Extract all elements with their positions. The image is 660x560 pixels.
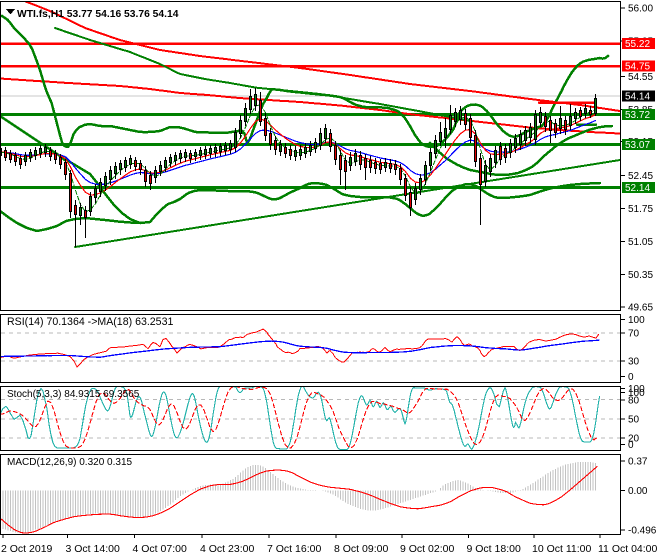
svg-text:53.07: 53.07 [625,140,650,151]
svg-text:50: 50 [628,415,640,426]
svg-text:9 Oct 02:00: 9 Oct 02:00 [400,543,454,555]
svg-text:30: 30 [628,357,640,368]
svg-text:2 Oct 2019: 2 Oct 2019 [1,543,53,555]
svg-text:4 Oct 23:00: 4 Oct 23:00 [200,543,254,555]
svg-text:0: 0 [628,440,634,451]
svg-text:8 Oct 09:00: 8 Oct 09:00 [334,543,388,555]
svg-text:52.45: 52.45 [628,171,653,182]
svg-text:50.35: 50.35 [628,270,653,281]
svg-text:WTI.fs,H1 53.77 54.16 53.76 5: WTI.fs,H1 53.77 54.16 53.76 54.14 [17,9,179,20]
svg-text:51.75: 51.75 [628,204,653,215]
svg-text:100: 100 [628,388,645,399]
svg-text:4 Oct 07:00: 4 Oct 07:00 [133,543,187,555]
svg-text:20: 20 [628,434,640,445]
svg-text:3 Oct 14:00: 3 Oct 14:00 [66,543,120,555]
svg-text:53.72: 53.72 [625,110,650,121]
svg-text:0: 0 [628,372,634,383]
svg-text:11 Oct 04:00: 11 Oct 04:00 [598,543,658,555]
svg-text:80: 80 [628,396,640,407]
svg-text:10 Oct 11:00: 10 Oct 11:00 [532,543,592,555]
svg-text:100: 100 [628,384,645,395]
svg-text:54.14: 54.14 [625,92,650,103]
svg-text:49.65: 49.65 [628,302,653,313]
svg-text:51.05: 51.05 [628,237,653,248]
svg-text:100: 100 [628,315,645,326]
svg-text:54.55: 54.55 [628,72,653,83]
svg-text:54.75: 54.75 [625,62,650,73]
svg-text:MACD(12,26,9) 0.320 0.315: MACD(12,26,9) 0.320 0.315 [7,457,133,468]
svg-text:Stoch(5,3,3) 84.9315 69.3565: Stoch(5,3,3) 84.9315 69.3565 [7,389,140,400]
svg-text:RSI(14) 70.1364 ->MA(18) 63.2: RSI(14) 70.1364 ->MA(18) 63.2531 [7,316,173,328]
svg-text:70: 70 [628,329,640,340]
svg-text:55.22: 55.22 [625,39,650,50]
svg-text:-0.496: -0.496 [628,525,657,536]
svg-text:0.37: 0.37 [628,456,648,467]
svg-text:9 Oct 18:00: 9 Oct 18:00 [467,543,521,555]
svg-text:52.14: 52.14 [625,183,650,194]
svg-text:0.00: 0.00 [628,486,648,497]
svg-text:7 Oct 16:00: 7 Oct 16:00 [267,543,321,555]
svg-text:56.00: 56.00 [628,4,653,15]
